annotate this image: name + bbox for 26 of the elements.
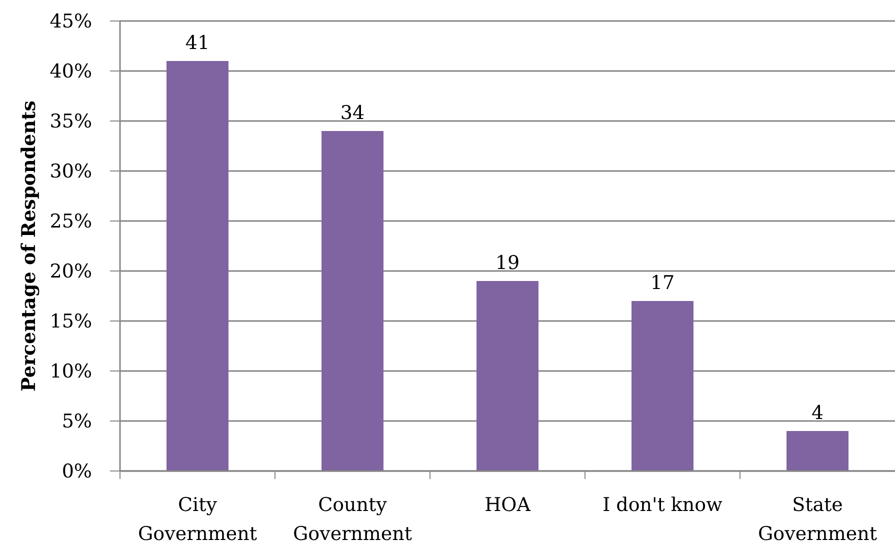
- y-tick-label: 10%: [50, 360, 92, 383]
- y-tick-label: 30%: [50, 160, 92, 183]
- data-label: 4: [811, 402, 824, 424]
- bar: [786, 431, 848, 471]
- x-tick-label: County Government: [292, 494, 412, 545]
- data-label: 17: [650, 272, 675, 294]
- x-tick-label: State Government: [758, 494, 878, 545]
- y-tick-label: 40%: [50, 60, 92, 83]
- x-tick-label: HOA: [484, 494, 531, 516]
- y-tick-label: 20%: [50, 260, 92, 283]
- y-tick-label: 45%: [50, 10, 92, 33]
- y-tick-label: 35%: [50, 110, 92, 133]
- bar: [322, 131, 384, 471]
- y-tick-label: 0%: [62, 460, 92, 483]
- data-label: 41: [185, 32, 210, 54]
- y-tick-label: 5%: [62, 410, 92, 433]
- bar: [166, 61, 228, 471]
- data-label: 19: [495, 252, 520, 274]
- y-axis-title: Percentage of Respondents: [18, 100, 40, 392]
- y-tick-label: 25%: [50, 210, 92, 233]
- data-label: 34: [340, 102, 365, 124]
- x-tick-label: I don't know: [602, 494, 724, 516]
- x-tick-label: City Government: [138, 494, 258, 545]
- y-tick-label: 15%: [50, 310, 92, 333]
- bar: [476, 281, 538, 471]
- bar: [632, 301, 694, 471]
